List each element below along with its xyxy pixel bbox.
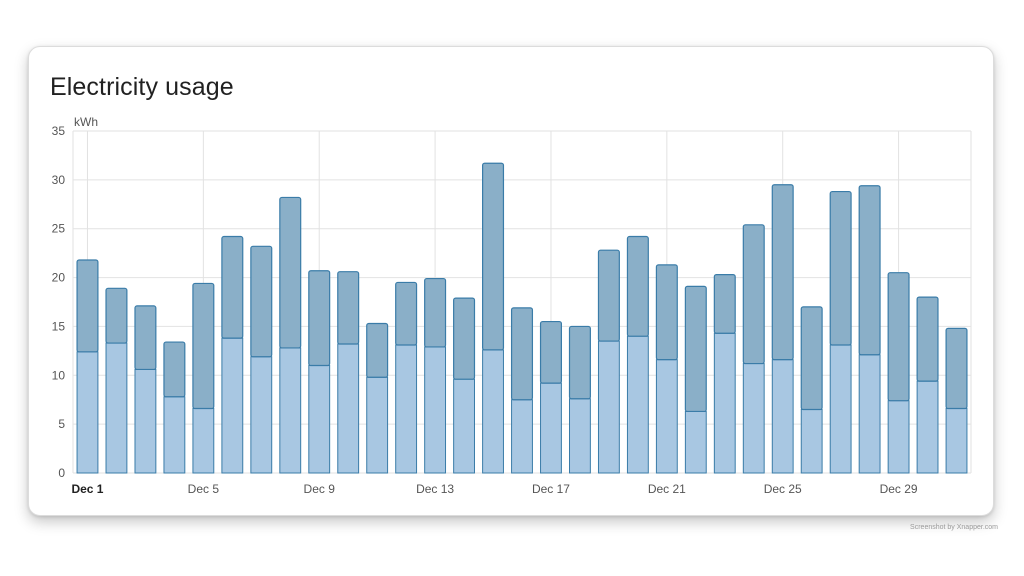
bar-segment-upper — [887, 272, 910, 402]
bar-segment-lower — [337, 343, 360, 474]
y-tick-label: 20 — [52, 271, 66, 285]
y-tick-label: 15 — [52, 319, 66, 333]
x-tick-label: Dec 9 — [304, 482, 336, 496]
bar-segment-lower — [134, 368, 157, 474]
x-axis-ticks: Dec 1 Dec 5 Dec 9 Dec 13 Dec 17 Dec 21 Dec 25 D… — [71, 482, 917, 496]
bar-segment-upper — [916, 296, 939, 382]
bar-segment-lower — [308, 365, 331, 474]
bar-segment-upper — [337, 271, 360, 345]
bar-segment-lower — [482, 349, 504, 474]
card-title: Electricity usage — [50, 73, 234, 101]
bar-segment-lower — [540, 382, 562, 474]
y-axis-ticks: 0 5 10 15 20 25 30 35 — [52, 124, 66, 480]
bar-segment-lower — [655, 359, 678, 474]
bar-segment-upper — [308, 270, 331, 367]
x-tick-label: Dec 1 — [71, 482, 103, 496]
bar-segment-lower — [279, 347, 302, 474]
bar-segment-lower — [163, 396, 186, 474]
bar-segment-upper — [626, 235, 649, 337]
y-axis-unit-label: kWh — [74, 115, 98, 129]
bar-segment-lower — [829, 344, 852, 474]
bar-segment-upper — [771, 184, 794, 361]
bar-segment-lower — [569, 398, 591, 474]
bar-segment-upper — [250, 245, 273, 358]
bar-segment-lower — [366, 376, 389, 474]
y-tick-label: 25 — [52, 222, 66, 236]
bar-segment-lower — [887, 400, 910, 474]
bar-segment-upper — [539, 320, 562, 384]
y-tick-label: 10 — [52, 368, 66, 382]
bar-segment-upper — [742, 224, 765, 365]
bar-segment-lower — [250, 356, 273, 474]
bar-segment-upper — [858, 185, 881, 356]
y-tick-label: 30 — [52, 173, 66, 187]
bar-segment-upper — [105, 287, 128, 344]
bar-segment-upper — [395, 281, 418, 346]
bar-segment-upper — [713, 274, 736, 334]
bar-segment-upper — [76, 259, 99, 353]
bar-segment-upper — [366, 322, 389, 378]
bar-segment-lower — [771, 359, 794, 474]
bar-segment-upper — [134, 305, 157, 371]
bar-segment-upper — [221, 235, 244, 339]
bar-segment-lower — [424, 346, 447, 474]
x-tick-label: Dec 5 — [188, 482, 220, 496]
bar-segment-lower — [713, 332, 736, 474]
bar-segment-lower — [76, 351, 99, 474]
bar-segment-lower — [858, 354, 881, 474]
bar-segment-upper — [800, 306, 823, 411]
bar-segment-upper — [192, 282, 215, 410]
bar-segment-upper — [829, 190, 852, 346]
x-tick-label: Dec 25 — [764, 482, 802, 496]
watermark: Screenshot by Xnapper.com — [910, 524, 998, 531]
bar-segment-lower — [626, 335, 649, 474]
bar-segment-lower — [511, 399, 533, 474]
y-tick-label: 5 — [58, 417, 65, 431]
bar-segment-upper — [568, 325, 591, 400]
bar-segment-lower — [395, 344, 418, 474]
x-tick-label: Dec 17 — [532, 482, 570, 496]
bar-segment-upper — [597, 249, 620, 342]
bar-segment-lower — [742, 363, 765, 474]
bar-segment-lower — [684, 410, 707, 474]
bar-segment-lower — [597, 340, 620, 474]
y-tick-label: 35 — [52, 124, 66, 138]
bar-segment-upper — [453, 297, 476, 380]
bar-segment-upper — [163, 341, 186, 398]
x-tick-label: Dec 29 — [880, 482, 918, 496]
x-tick-label: Dec 21 — [648, 482, 686, 496]
bar-segment-upper — [945, 327, 968, 410]
bar-segment-lower — [192, 408, 215, 474]
bar-segment-lower — [916, 380, 939, 474]
bar-segment-lower — [105, 342, 128, 474]
bar-segment-lower — [453, 378, 475, 474]
bar-segment-lower — [945, 408, 968, 474]
bar-segment-upper — [510, 307, 534, 401]
y-tick-label: 0 — [58, 466, 65, 480]
bar-segment-upper — [424, 277, 447, 348]
bar-segment-lower — [221, 337, 244, 474]
bar-segment-upper — [655, 264, 678, 361]
bar-segment-upper — [684, 285, 707, 413]
x-tick-label: Dec 13 — [416, 482, 454, 496]
bar-segment-upper — [482, 162, 505, 351]
chart-bars — [76, 162, 968, 474]
bar-segment-lower — [800, 408, 823, 474]
bar-segment-upper — [279, 196, 302, 349]
